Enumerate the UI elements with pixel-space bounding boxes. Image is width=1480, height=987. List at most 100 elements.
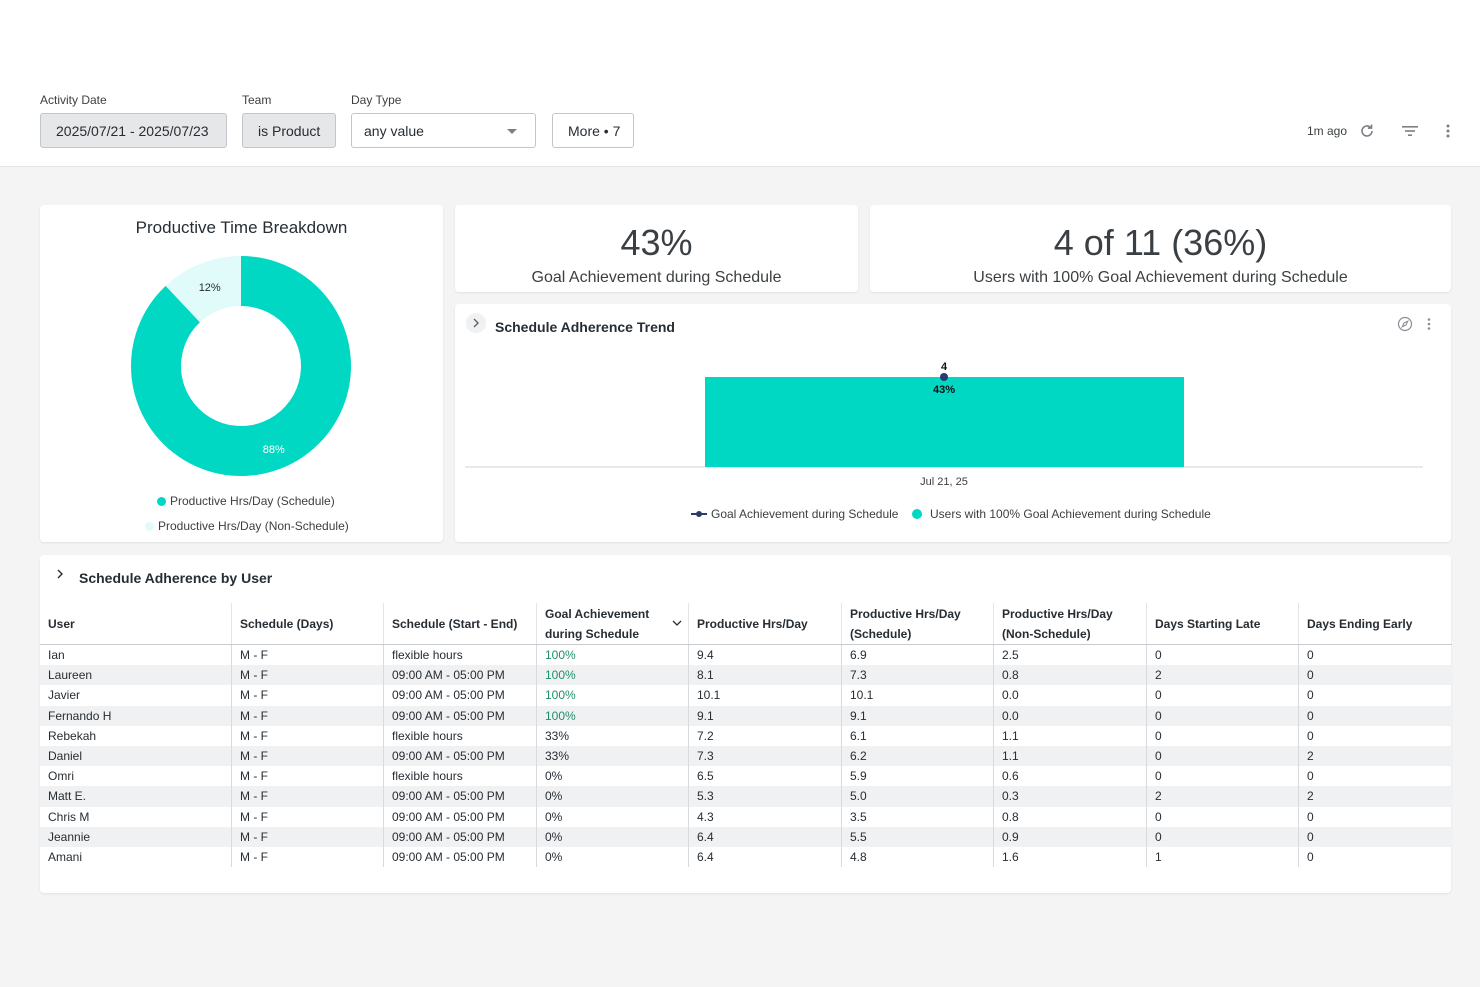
column-header-user[interactable]: User [40, 603, 232, 644]
donut-slice-schedule[interactable] [131, 256, 351, 476]
column-header-days-ending-early[interactable]: Days Ending Early [1307, 616, 1413, 631]
filter-icon[interactable] [1399, 120, 1421, 142]
last-updated-text: 1m ago [1307, 124, 1348, 138]
donut-label-schedule: 88% [263, 444, 285, 456]
column-header-days-starting-late[interactable]: Days Starting Late [1147, 603, 1299, 644]
cell-days-starting-late: 0 [1147, 645, 1299, 666]
legend-swatch [912, 509, 922, 519]
cell-user: Amani [40, 846, 232, 868]
cell-schedule-days: M - F [232, 806, 384, 827]
cell-productive-hrs-schedule: 5.0 [842, 786, 994, 807]
more-vert-icon[interactable] [1418, 313, 1440, 335]
cell-goal-achievement: 0% [537, 806, 689, 827]
cell-productive-hrs-schedule: 5.5 [842, 826, 994, 847]
column-header-goal-achievement[interactable]: Goal Achievement during Schedule [537, 603, 689, 644]
cell-days-starting-late: 0 [1147, 766, 1299, 787]
legend-line-swatch [691, 511, 707, 517]
cell-schedule-days: M - F [232, 745, 384, 767]
more-filters-button[interactable]: More • 7 [552, 113, 634, 148]
cell-user: Chris M [40, 806, 232, 827]
table-row[interactable]: Jeannie M - F 09:00 AM - 05:00 PM 0% 6.4 5.5 0… [40, 826, 1452, 847]
table-row[interactable]: Amani M - F 09:00 AM - 05:00 PM 0% 6.4 4.8 1.6… [40, 846, 1452, 868]
trend-title: Schedule Adherence Trend [495, 319, 675, 335]
chevron-right-icon[interactable] [50, 564, 70, 584]
cell-productive-hrs: 8.1 [689, 665, 842, 686]
column-header-schedule-start-end[interactable]: Schedule (Start - End) [384, 603, 537, 644]
cell-user: Fernando H [40, 705, 232, 726]
cell-schedule-start-end: 09:00 AM - 05:00 PM [384, 745, 537, 767]
activity-date-chip[interactable]: 2025/07/21 - 2025/07/23 [40, 113, 227, 148]
legend-swatch [157, 496, 166, 506]
cell-days-ending-early: 0 [1307, 829, 1314, 844]
table-title: Schedule Adherence by User [79, 570, 273, 586]
legend-item-goal-achievement[interactable]: Goal Achievement during Schedule [691, 507, 898, 521]
adherence-table: User Schedule (Days) Schedule (Start - E… [40, 603, 1452, 868]
cell-goal-achievement: 100% [537, 685, 689, 706]
cell-schedule-start-end: flexible hours [384, 645, 537, 666]
column-header-productive-hrs-non-schedule[interactable]: Productive Hrs/Day (Non-Schedule) [994, 603, 1147, 644]
column-header-schedule-days[interactable]: Schedule (Days) [232, 603, 384, 644]
cell-schedule-days: M - F [232, 786, 384, 807]
cell-schedule-days: M - F [232, 645, 384, 666]
table-row[interactable]: Javier M - F 09:00 AM - 05:00 PM 100% 10.1 10… [40, 685, 1452, 706]
activity-date-label: Activity Date [40, 93, 107, 107]
cell-productive-hrs: 5.3 [689, 786, 842, 807]
cell-schedule-start-end: 09:00 AM - 05:00 PM [384, 685, 537, 706]
legend-swatch [145, 521, 154, 531]
cell-days-starting-late: 1 [1147, 846, 1299, 868]
cell-schedule-days: M - F [232, 685, 384, 706]
table-row[interactable]: Laureen M - F 09:00 AM - 05:00 PM 100% 8.1 7.… [40, 665, 1452, 686]
cell-productive-hrs-schedule: 4.8 [842, 846, 994, 868]
cell-days-ending-early: 0 [1307, 849, 1314, 864]
donut-chart: 88% 12% [131, 256, 351, 476]
sort-desc-icon[interactable] [672, 619, 682, 627]
bar-data-label: 4 [941, 361, 948, 373]
more-vert-icon[interactable] [1437, 120, 1459, 142]
cell-productive-hrs-non-schedule: 0.9 [994, 826, 1147, 847]
cell-goal-achievement: 100% [537, 665, 689, 686]
refresh-icon[interactable] [1356, 120, 1378, 142]
cell-schedule-days: M - F [232, 846, 384, 868]
cell-schedule-days: M - F [232, 766, 384, 787]
kpi-value: 43% [620, 222, 693, 263]
cell-productive-hrs: 6.4 [689, 846, 842, 868]
explore-icon[interactable] [1394, 313, 1416, 335]
cell-schedule-days: M - F [232, 826, 384, 847]
cell-schedule-start-end: 09:00 AM - 05:00 PM [384, 826, 537, 847]
cell-user: Matt E. [40, 786, 232, 807]
chevron-right-icon[interactable] [466, 313, 486, 333]
column-header-productive-hrs-schedule[interactable]: Productive Hrs/Day (Schedule) [842, 603, 994, 644]
legend-item-users-100[interactable]: Users with 100% Goal Achievement during … [912, 507, 1211, 521]
day-type-select[interactable]: any value [351, 113, 536, 148]
table-row[interactable]: Daniel M - F 09:00 AM - 05:00 PM 33% 7.3 6.2 1… [40, 745, 1452, 767]
cell-productive-hrs-non-schedule: 0.8 [994, 665, 1147, 686]
cell-productive-hrs: 9.1 [689, 705, 842, 726]
column-header-productive-hrs[interactable]: Productive Hrs/Day [689, 603, 842, 644]
cell-days-starting-late: 0 [1147, 705, 1299, 726]
cell-productive-hrs-schedule: 9.1 [842, 705, 994, 726]
cell-productive-hrs-schedule: 3.5 [842, 806, 994, 827]
cell-days-ending-early: 0 [1307, 688, 1314, 703]
cell-goal-achievement: 100% [537, 645, 689, 666]
cell-days-ending-early: 0 [1307, 769, 1314, 784]
cell-days-ending-early: 0 [1307, 668, 1314, 683]
activity-date-filter: Activity Date 2025/07/21 - 2025/07/23 [40, 93, 227, 148]
cell-days-starting-late: 0 [1147, 685, 1299, 706]
schedule-adherence-trend-card: Schedule Adherence Trend 4 43% Jul 21, 25 … [455, 304, 1451, 542]
cell-productive-hrs: 10.1 [689, 685, 842, 706]
donut-slice-non-schedule[interactable] [165, 256, 241, 323]
team-chip[interactable]: is Product [242, 113, 336, 148]
cell-productive-hrs-non-schedule: 0.0 [994, 685, 1147, 706]
table-row[interactable]: Matt E. M - F 09:00 AM - 05:00 PM 0% 5.3 5.0 0… [40, 786, 1452, 807]
legend-item-schedule[interactable]: Productive Hrs/Day (Schedule) [157, 494, 335, 508]
legend-item-non-schedule[interactable]: Productive Hrs/Day (Non-Schedule) [145, 519, 349, 533]
cell-days-ending-early: 2 [1307, 749, 1314, 764]
line-point[interactable] [940, 373, 948, 381]
trend-bar[interactable] [705, 377, 1184, 467]
schedule-adherence-table-card: Schedule Adherence by User User Schedule… [40, 555, 1452, 893]
